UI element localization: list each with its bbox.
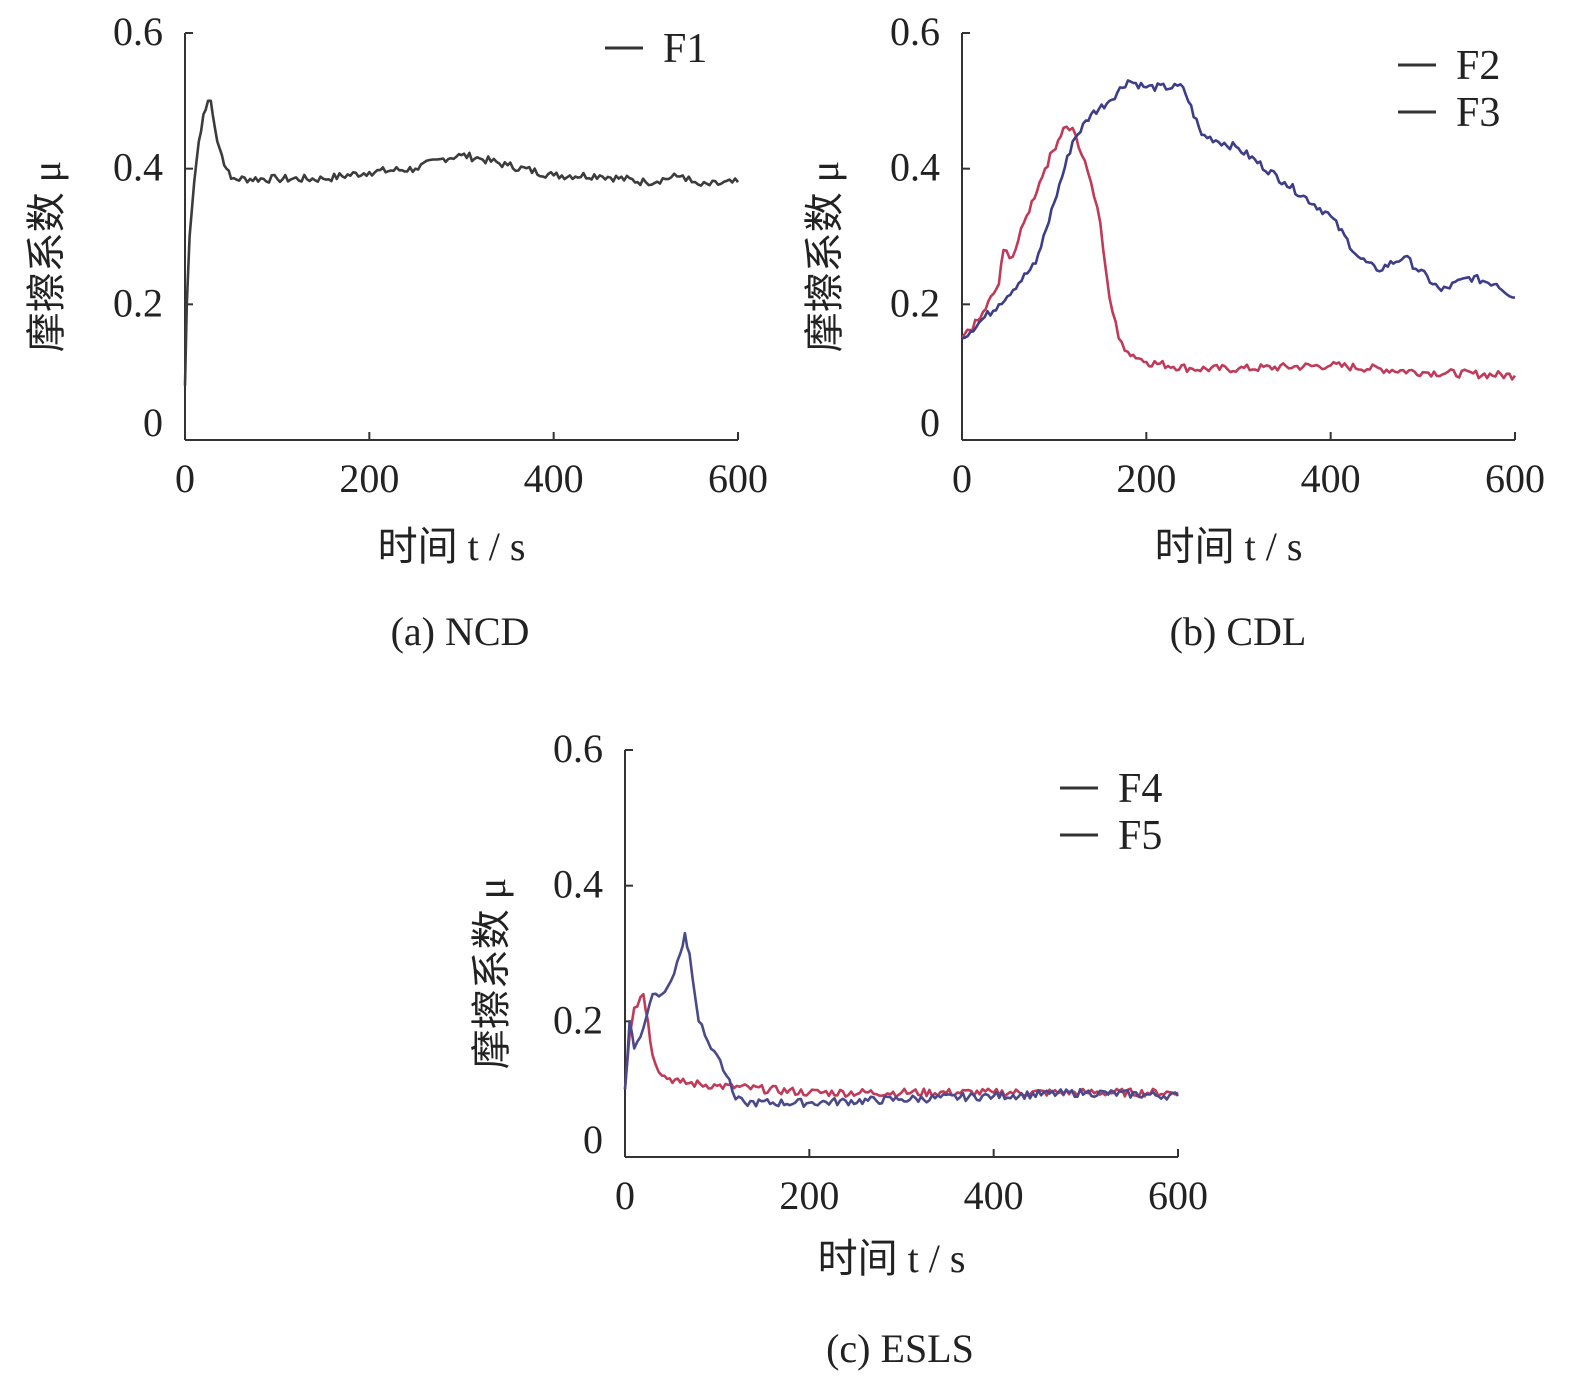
x-tick-label: 400 — [1301, 456, 1361, 501]
y-tick-label: 0.2 — [553, 997, 603, 1042]
legend-label-f1: F1 — [663, 26, 707, 72]
chart-panel-a: 0 200 400 600 0 0.2 0.4 0.6 时间 t / s 摩擦系数 μ (a) NC… — [24, 9, 768, 654]
x-axis-label: 时间 t / s — [378, 524, 526, 569]
y-axis-label: 摩擦系数 μ — [469, 878, 514, 1069]
y-axis-label: 摩擦系数 μ — [24, 161, 69, 352]
y-tick-label: 0.2 — [890, 280, 940, 325]
y-tick-label: 0.6 — [890, 9, 940, 54]
x-tick-label: 0 — [952, 456, 972, 501]
series-line-f3 — [961, 79, 1516, 340]
legend-label-f3: F3 — [1456, 90, 1500, 136]
panel-caption: (a) NCD — [391, 609, 530, 654]
x-tick-label: 400 — [964, 1173, 1024, 1218]
panel-caption: (b) CDL — [1170, 609, 1307, 654]
x-tick-label: 600 — [708, 456, 768, 501]
x-tick-label: 200 — [1116, 456, 1176, 501]
series-line-f5 — [623, 931, 1180, 1108]
y-tick-label: 0.4 — [890, 145, 940, 190]
y-tick-label: 0.6 — [553, 726, 603, 771]
x-tick-label: 400 — [524, 456, 584, 501]
y-tick-label: 0.4 — [553, 862, 603, 907]
y-tick-label: 0 — [143, 400, 163, 445]
y-tick-label: 0.6 — [113, 9, 163, 54]
y-tick-label: 0.4 — [113, 145, 163, 190]
chart-panel-b: 0 200 400 600 0 0.2 0.4 0.6 时间 t / s 摩擦系数 μ (b) CD… — [802, 9, 1545, 654]
series-line-f2 — [960, 125, 1517, 381]
y-axis-label: 摩擦系数 μ — [802, 161, 847, 352]
panel-caption: (c) ESLS — [826, 1326, 974, 1371]
x-tick-label: 0 — [615, 1173, 635, 1218]
x-tick-label: 200 — [779, 1173, 839, 1218]
legend-label-f4: F4 — [1118, 766, 1162, 812]
series-line-f1 — [183, 99, 740, 386]
x-axis-label: 时间 t / s — [818, 1236, 966, 1281]
chart-panel-c: 0 200 400 600 0 0.2 0.4 0.6 时间 t / s 摩擦系数 μ (c) ES… — [469, 726, 1208, 1371]
x-tick-label: 200 — [339, 456, 399, 501]
series-line-f4 — [623, 992, 1179, 1098]
legend-label-f2: F2 — [1456, 43, 1500, 89]
x-tick-label: 600 — [1485, 456, 1545, 501]
x-tick-label: 0 — [175, 456, 195, 501]
y-tick-label: 0 — [920, 400, 940, 445]
y-tick-label: 0 — [583, 1117, 603, 1162]
legend-label-f5: F5 — [1118, 813, 1162, 859]
x-axis-label: 时间 t / s — [1155, 524, 1303, 569]
y-tick-label: 0.2 — [113, 280, 163, 325]
x-tick-label: 600 — [1148, 1173, 1208, 1218]
